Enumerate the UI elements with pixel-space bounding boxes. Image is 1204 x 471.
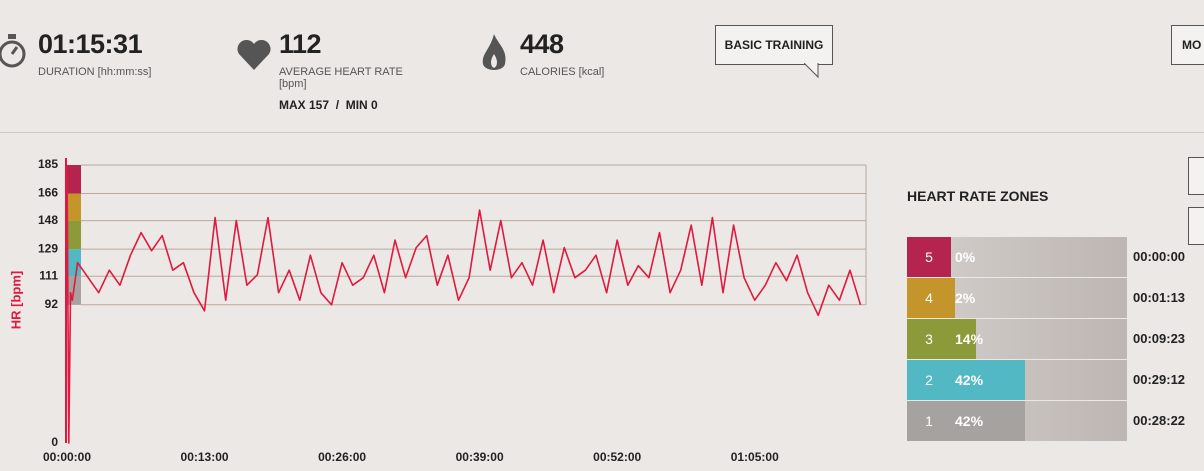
y-tick-label: 185 (38, 157, 58, 171)
y-axis-label: HR [bpm] (8, 271, 23, 330)
zone-band (66, 165, 81, 194)
zone-number: 1 (907, 401, 951, 441)
basic-training-button[interactable]: BASIC TRAINING (715, 25, 833, 65)
zone-percent: 42% (955, 372, 984, 388)
heart-icon (237, 39, 271, 70)
calories-label: CALORIES [kcal] (520, 66, 605, 78)
zone-time: 00:29:12 (1133, 372, 1186, 387)
calories-value: 448 (520, 29, 564, 59)
zone-percent: 0% (955, 249, 976, 265)
x-tick-label: 00:39:00 (456, 450, 504, 464)
zone-number: 3 (907, 319, 951, 359)
zone-row: 5 0% (907, 237, 1127, 277)
y-tick-label: 0 (51, 435, 58, 449)
divider (0, 132, 1204, 133)
zone-bar (951, 401, 1025, 441)
zone-time: 00:01:13 (1133, 290, 1186, 305)
y-tick-label: 148 (38, 213, 58, 227)
y-tick-label: 166 (38, 186, 58, 200)
zone-bar (951, 319, 976, 359)
y-tick-label: 92 (45, 297, 59, 311)
hr-value: 112 (279, 29, 322, 59)
zone-band (66, 220, 81, 250)
zone-row: 4 2% (907, 278, 1127, 318)
zone-time: 00:28:22 (1133, 413, 1186, 428)
zone-band (66, 193, 81, 221)
side-button[interactable] (1188, 157, 1204, 195)
more-button[interactable]: MO (1171, 25, 1204, 65)
duration-label: DURATION [hh:mm:ss] (38, 66, 152, 78)
zone-percent: 42% (955, 413, 984, 429)
hr-line (66, 164, 862, 444)
zone-bar (951, 360, 1025, 400)
y-tick-label: 111 (39, 268, 58, 282)
flame-icon (482, 34, 506, 70)
zone-time: 00:09:23 (1133, 331, 1186, 346)
zones-title: HEART RATE ZONES (907, 188, 1049, 204)
hr-minmax: MAX 157 / MIN 0 (279, 98, 378, 112)
x-tick-label: 00:13:00 (181, 450, 229, 464)
zone-number: 2 (907, 360, 951, 400)
stopwatch-icon (0, 34, 26, 68)
zone-row: 2 42% (907, 360, 1127, 400)
button-tail (804, 63, 819, 79)
zone-time: 00:00:00 (1133, 249, 1186, 264)
zone-percent: 2% (955, 290, 976, 306)
zone-row: 1 42% (907, 401, 1127, 441)
chart: 0 92 111 129 148 166 185 00:00:00 00:13:00 00:26:… (8, 157, 867, 464)
x-tick-label: 01:05:00 (731, 450, 779, 464)
y-tick-label: 129 (38, 241, 58, 255)
zone-number: 4 (907, 278, 951, 318)
hr-label: AVERAGE HEART RATE [bpm] (279, 66, 403, 90)
duration-value: 01:15:31 (38, 29, 143, 59)
zone-row: 3 14% (907, 319, 1127, 359)
zone-number: 5 (907, 237, 951, 277)
x-tick-label: 00:26:00 (318, 450, 366, 464)
x-tick-label: 00:00:00 (43, 450, 91, 464)
side-button[interactable] (1188, 207, 1204, 245)
zone-bar (951, 278, 955, 318)
zone-percent: 14% (955, 331, 984, 347)
x-tick-label: 00:52:00 (593, 450, 641, 464)
